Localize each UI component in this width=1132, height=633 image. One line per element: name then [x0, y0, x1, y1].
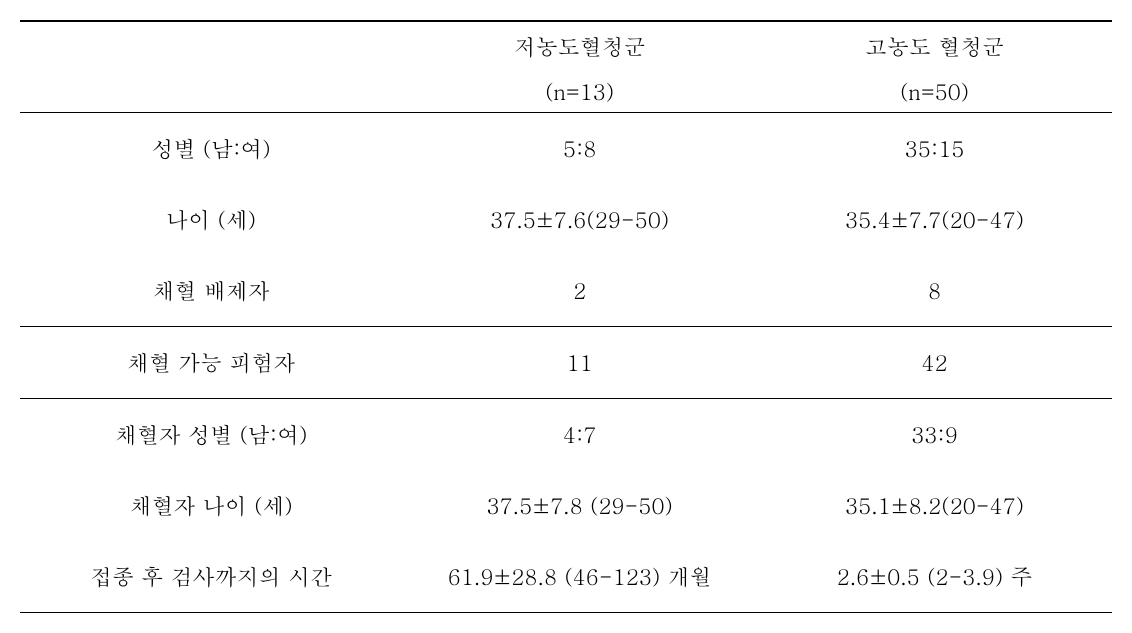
row-high-value: 2.6±0.5 (2-3.9) 주 — [757, 541, 1112, 613]
row-label: 채혈자 성별 (남:여) — [20, 399, 402, 471]
row-low-value: 61.9±28.8 (46-123) 개월 — [402, 541, 757, 613]
row-low-value: 2 — [402, 255, 757, 327]
header-high-title: 고농도 혈청군 — [757, 21, 1112, 67]
table-row: 채혈 배제자 2 8 — [20, 255, 1112, 327]
table-row: 접종 후 검사까지의 시간 61.9±28.8 (46-123) 개월 2.6±… — [20, 541, 1112, 613]
row-high-value: 35.4±7.7(20-47) — [757, 184, 1112, 255]
row-high-value: 33:9 — [757, 399, 1112, 471]
header-low-n: (n=13) — [402, 67, 757, 113]
header-empty — [20, 21, 402, 67]
row-high-value: 8 — [757, 255, 1112, 327]
table-container: 저농도혈청군 고농도 혈청군 (n=13) (n=50) 성별 (남:여) 5:… — [20, 20, 1112, 613]
row-label: 성별 (남:여) — [20, 113, 402, 185]
header-empty-sub — [20, 67, 402, 113]
row-low-value: 5:8 — [402, 113, 757, 185]
row-label: 채혈 가능 피험자 — [20, 327, 402, 399]
row-high-value: 35:15 — [757, 113, 1112, 185]
row-low-value: 37.5±7.6(29-50) — [402, 184, 757, 255]
header-low-title: 저농도혈청군 — [402, 21, 757, 67]
header-row-1: 저농도혈청군 고농도 혈청군 — [20, 21, 1112, 67]
row-low-value: 37.5±7.8 (29-50) — [402, 470, 757, 541]
row-low-value: 4:7 — [402, 399, 757, 471]
row-high-value: 42 — [757, 327, 1112, 399]
comparison-table: 저농도혈청군 고농도 혈청군 (n=13) (n=50) 성별 (남:여) 5:… — [20, 20, 1112, 613]
table-row: 채혈 가능 피험자 11 42 — [20, 327, 1112, 399]
header-row-2: (n=13) (n=50) — [20, 67, 1112, 113]
row-low-value: 11 — [402, 327, 757, 399]
row-label: 나이 (세) — [20, 184, 402, 255]
row-label: 접종 후 검사까지의 시간 — [20, 541, 402, 613]
row-high-value: 35.1±8.2(20-47) — [757, 470, 1112, 541]
table-row: 채혈자 나이 (세) 37.5±7.8 (29-50) 35.1±8.2(20-… — [20, 470, 1112, 541]
table-body: 저농도혈청군 고농도 혈청군 (n=13) (n=50) 성별 (남:여) 5:… — [20, 21, 1112, 613]
row-label: 채혈자 나이 (세) — [20, 470, 402, 541]
table-row: 나이 (세) 37.5±7.6(29-50) 35.4±7.7(20-47) — [20, 184, 1112, 255]
table-row: 채혈자 성별 (남:여) 4:7 33:9 — [20, 399, 1112, 471]
row-label: 채혈 배제자 — [20, 255, 402, 327]
header-high-n: (n=50) — [757, 67, 1112, 113]
table-row: 성별 (남:여) 5:8 35:15 — [20, 113, 1112, 185]
